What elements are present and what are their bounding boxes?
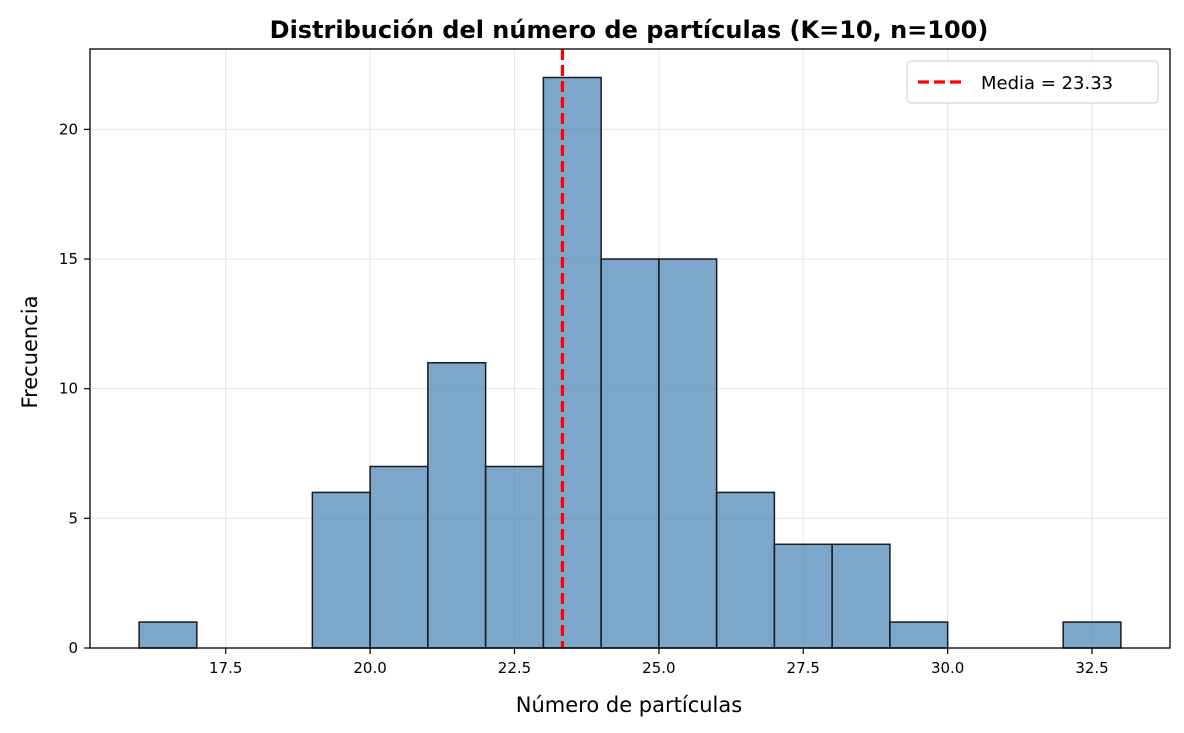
- x-tick-label: 32.5: [1075, 659, 1108, 677]
- y-tick-label: 20: [59, 120, 78, 138]
- histogram-bar: [831, 543, 891, 649]
- y-axis-ticks: 0 5 10 15 20: [59, 120, 90, 657]
- legend: Media = 23.33: [906, 60, 1159, 104]
- y-tick-label: 15: [59, 250, 78, 268]
- x-tick-label: 22.5: [498, 659, 531, 677]
- histogram-bar: [369, 465, 429, 649]
- x-tick-label: 20.0: [353, 659, 386, 677]
- histogram-bar: [715, 491, 776, 649]
- histogram-bar: [600, 258, 660, 649]
- histogram-bar: [889, 621, 949, 649]
- histogram-bar: [484, 465, 545, 649]
- y-tick-label: 5: [68, 509, 78, 527]
- x-tick-label: 30.0: [931, 659, 964, 677]
- histogram-bar: [427, 362, 487, 649]
- x-tick-label: 17.5: [209, 659, 242, 677]
- y-tick-label: 0: [68, 639, 78, 657]
- legend-box: [906, 60, 1159, 104]
- histogram-bar: [773, 543, 833, 649]
- y-axis-label: Frecuencia: [18, 296, 42, 409]
- x-axis-ticks: 17.5 20.0 22.5 25.0 27.5 30.0 32.5: [209, 648, 1109, 677]
- plot-frame: [89, 48, 1171, 649]
- x-tick-label: 25.0: [642, 659, 675, 677]
- histogram-bar: [311, 491, 371, 649]
- y-tick-label: 10: [59, 380, 78, 398]
- histogram-bar: [1062, 621, 1122, 649]
- x-axis-label: Número de partículas: [516, 693, 742, 717]
- x-tick-label: 27.5: [787, 659, 820, 677]
- histogram-bar: [542, 76, 602, 649]
- chart-title: Distribución del número de partículas (K…: [270, 16, 989, 44]
- histogram-bar: [138, 621, 198, 649]
- legend-label: Media = 23.33: [981, 73, 1113, 94]
- histogram-bars: [138, 76, 1122, 649]
- histogram-bar: [658, 258, 718, 649]
